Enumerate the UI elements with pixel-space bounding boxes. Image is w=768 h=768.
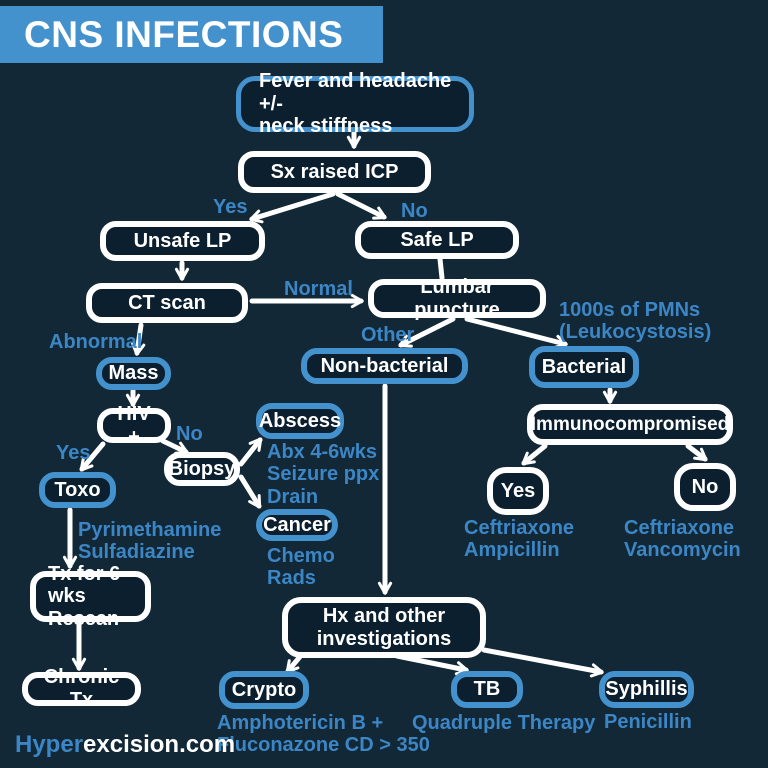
- node-sx-raised-icp: Sx raised ICP: [238, 151, 431, 193]
- node-label: Lumbar puncture: [414, 275, 500, 321]
- arrow-biopsy-to-cancer: [238, 474, 262, 509]
- label-tb-treatment: Quadruple Therapy: [412, 712, 596, 734]
- node-chronic-tx: Chronic Tx: [22, 666, 141, 711]
- node-label: Sx raised ICP: [270, 160, 399, 183]
- node-hx-investigations: Hx and other investigations: [282, 597, 486, 658]
- brand-logo: Hyperexcision.com: [15, 731, 235, 759]
- node-label: Hx and other investigations: [316, 604, 452, 650]
- node-label: No: [691, 475, 719, 498]
- node-cancer: Cancer: [256, 509, 338, 541]
- label-toxo-treatment: Pyrimethamine Sulfadiazine: [78, 519, 222, 564]
- arrow-lumbar-to-nonbacterial: [398, 316, 456, 348]
- label-hiv-no: No: [176, 423, 203, 445]
- node-unsafe-lp: Unsafe LP: [100, 221, 265, 261]
- node-label: Chronic Tx: [43, 666, 120, 711]
- node-label: Fever and headache +/- neck stiffness: [259, 70, 452, 138]
- brand-prefix: Hyper: [15, 731, 84, 758]
- node-label: TB: [473, 678, 501, 701]
- brand-suffix: excision.com: [83, 731, 236, 758]
- node-abscess: Abscess: [256, 403, 344, 439]
- label-syphillis-treatment: Penicillin: [604, 711, 692, 733]
- node-safe-lp: Safe LP: [355, 221, 519, 259]
- arrow-hiv-to-toxo: [79, 441, 106, 472]
- node-immunocompromised: Immunocompromised: [527, 404, 733, 445]
- node-immuno-yes: Yes: [487, 467, 549, 515]
- label-cancer-treatment: Chemo Rads: [267, 545, 335, 590]
- node-fever-headache: Fever and headache +/- neck stiffness: [236, 70, 474, 137]
- node-biopsy: Biopsy: [164, 452, 240, 486]
- node-label: Yes: [500, 479, 536, 502]
- node-label: Tx for 6 wks Rescan: [48, 562, 121, 630]
- node-label: Bacterial: [541, 355, 627, 378]
- label-pmns: 1000s of PMNs (Leukocystosis): [559, 299, 712, 344]
- node-bacterial: Bacterial: [529, 346, 639, 388]
- node-label: Safe LP: [400, 228, 474, 251]
- node-crypto: Crypto: [219, 671, 309, 709]
- arrow-immuno-to-yes: [521, 443, 548, 466]
- node-label: Syphillis: [605, 678, 688, 701]
- arrow-biopsy-to-abscess: [238, 437, 263, 467]
- label-normal: Normal: [284, 278, 353, 300]
- node-ct-scan: CT scan: [86, 283, 248, 323]
- label-bacterial-no-treatment: Ceftriaxone Vancomycin: [624, 517, 741, 562]
- arrow-sxicp-to-safe-lp: [335, 191, 387, 220]
- label-abnormal: Abnormal: [49, 331, 143, 353]
- arrow-immuno-to-no: [685, 443, 708, 462]
- label-hiv-yes: Yes: [56, 442, 91, 464]
- label-icp-no: No: [401, 200, 428, 222]
- node-label: Unsafe LP: [133, 229, 232, 252]
- label-bacterial-yes-treatment: Ceftriaxone Ampicillin: [464, 517, 575, 562]
- node-label: Non-bacterial: [320, 354, 449, 377]
- node-label: HIV +: [117, 402, 151, 448]
- node-label: Toxo: [54, 478, 101, 501]
- node-label: Biopsy: [168, 457, 236, 480]
- node-label: Crypto: [231, 678, 297, 701]
- node-tx-6wks-rescan: Tx for 6 wks Rescan: [30, 563, 151, 630]
- arrow-ct-to-mass: [131, 322, 146, 356]
- node-label: Immunocompromised: [530, 413, 730, 435]
- label-icp-yes: Yes: [213, 196, 248, 218]
- node-label: Cancer: [263, 513, 331, 536]
- node-non-bacterial: Non-bacterial: [301, 348, 468, 384]
- node-label: CT scan: [128, 291, 206, 314]
- arrow-hiv-to-biopsy: [160, 438, 189, 455]
- arrow-hx-to-syphillis: [481, 647, 604, 678]
- label-other: Other: [361, 324, 415, 346]
- title-banner: CNS INFECTIONS: [0, 6, 383, 63]
- node-lumbar-puncture: Lumbar puncture: [368, 275, 546, 321]
- arrow-sxicp-to-unsafe-lp: [249, 191, 336, 224]
- arrow-lumbar-to-bacterial: [464, 316, 568, 349]
- node-immuno-no: No: [674, 463, 736, 511]
- arrow-hx-to-tb: [394, 653, 469, 676]
- node-hiv-positive: HIV +: [97, 403, 171, 448]
- node-label: Abscess: [258, 409, 342, 432]
- label-abscess-treatment: Abx 4-6wks Seizure ppx Drain: [267, 441, 380, 508]
- page-title: CNS INFECTIONS: [24, 13, 344, 55]
- node-toxo: Toxo: [39, 472, 116, 508]
- node-label: Mass: [108, 362, 159, 385]
- node-mass: Mass: [96, 357, 171, 390]
- node-syphillis: Syphillis: [599, 671, 694, 708]
- node-tb: TB: [451, 671, 523, 708]
- connector-safe-lp-to-lumbar: [437, 256, 445, 281]
- label-crypto-treatment: Amphotericin B + Fluconazone CD > 350: [217, 712, 430, 757]
